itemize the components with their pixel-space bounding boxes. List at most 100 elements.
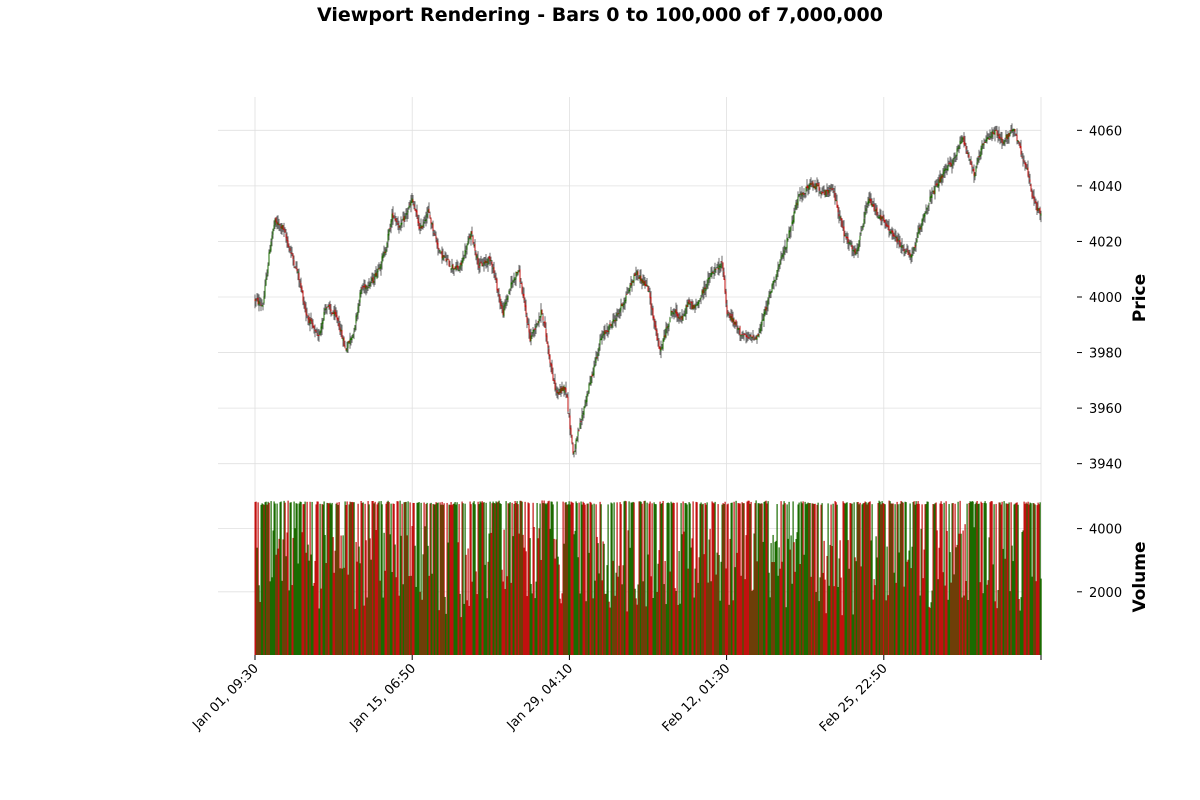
candle-body [473,244,475,246]
candle-body [939,177,941,183]
candle-body [879,215,881,219]
candle-body [870,199,872,205]
candle-body [697,302,699,306]
candle-body [808,185,810,191]
candle-body [875,209,877,212]
candle-body [861,230,863,232]
candle-body [859,235,861,241]
candle-body [634,273,636,277]
candle-body [900,246,902,248]
volume-bar [599,501,601,655]
candle-body [571,434,573,444]
candle-body [813,185,815,189]
candle-body [329,304,331,310]
candle-body [440,251,442,253]
candle-body [983,143,985,146]
candle-body [672,311,674,315]
volume-bar [264,502,266,655]
volume-bar [644,500,646,655]
volume-bar [968,502,970,655]
volume-bar [932,504,934,655]
candle-body [925,211,927,214]
candle-body [418,221,420,229]
volume-bar [998,502,1000,655]
candle-body [850,243,852,245]
candle-body [1003,141,1005,145]
candle-body [652,307,654,319]
volume-bar [280,501,282,655]
volume-bar [255,501,257,655]
candle-body [279,224,281,226]
volume-bar [520,500,522,655]
candle-body [696,303,698,305]
candle-body [312,323,314,328]
volume-bar [967,600,969,655]
candle-body [366,286,368,288]
candle-body [968,154,970,158]
volume-bar [277,548,279,655]
volume-bar [720,561,722,655]
volume-bar [462,503,464,655]
volume-bar [782,504,784,655]
candle-body [884,220,886,223]
volume-bar [597,543,599,655]
candle-body [495,277,497,280]
volume-bar [897,504,899,655]
candle-body [534,327,536,330]
volume-bar [806,503,808,655]
volume-bar [501,569,503,655]
volume-bar [558,564,560,655]
candle-body [504,303,506,307]
candle-body [497,288,499,293]
candle-body [700,297,702,299]
candle-body [817,185,819,187]
candle-body [429,215,431,219]
candle-body [354,325,356,331]
volume-bar [483,502,485,655]
volume-bar [605,593,607,655]
candle-body [952,159,954,165]
candle-body [340,329,342,332]
volume-bar [814,503,816,655]
volume-bar [724,501,726,655]
volume-bar [385,503,387,655]
volume-bar [546,503,548,655]
volume-bar [474,504,476,655]
volume-bar [451,505,453,655]
candle-body [773,280,775,283]
candle-body [563,385,565,393]
volume-bar [296,503,298,655]
volume-bar [816,504,818,655]
candle-body [565,388,567,393]
volume-bar [930,602,932,655]
candle-body [886,224,888,227]
candle-body [299,281,301,283]
candle-body [267,265,269,274]
volume-bar [498,500,500,655]
candle-body [632,281,634,283]
volume-bar [721,504,723,655]
volume-bar [915,501,917,655]
volume-bar [258,585,260,655]
volume-bar [770,543,772,655]
candle-body [424,219,426,221]
volume-bar [295,503,297,655]
volume-bar [470,504,472,655]
volume-bar [991,501,993,655]
candle-body [881,216,883,220]
candle-body [420,224,422,229]
candle-body [964,142,966,146]
candle-body [591,374,593,377]
candle-body [521,283,523,293]
candle-body [736,327,738,329]
volume-bar [409,502,411,655]
volume-bar [704,502,706,655]
volume-bar [541,500,543,655]
volume-bar [667,502,669,655]
volume-bar [533,527,535,655]
volume-bar [372,500,374,655]
volume-bar [931,590,933,655]
candle-body [865,208,867,212]
candle-body [487,258,489,265]
volume-bar [512,536,514,655]
